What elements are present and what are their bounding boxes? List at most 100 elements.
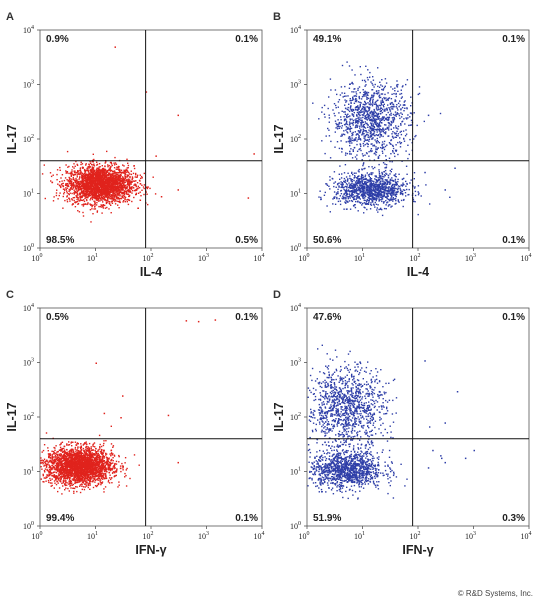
event-dot [382, 88, 385, 90]
event-dot [94, 185, 96, 187]
event-dot [356, 180, 358, 182]
event-dot [122, 177, 124, 179]
event-dot [370, 181, 372, 183]
event-dot [387, 111, 389, 114]
event-dot [112, 184, 114, 187]
event-dot [81, 184, 83, 186]
event-dot [330, 140, 332, 143]
event-dot [369, 112, 371, 115]
event-dot [402, 182, 404, 184]
event-dot [368, 188, 370, 191]
event-dot [119, 195, 121, 197]
event-dot [375, 134, 377, 136]
event-dot [381, 180, 383, 182]
event-dot [393, 118, 396, 120]
event-dot [348, 110, 351, 113]
event-dot [381, 122, 383, 124]
event-dot [372, 76, 374, 78]
event-dot [366, 189, 369, 192]
event-dot [339, 94, 342, 96]
event-dot [368, 191, 371, 193]
outlier-dot [160, 196, 163, 198]
event-dot [369, 197, 371, 200]
event-dot [361, 169, 363, 171]
event-dot [110, 204, 112, 206]
event-dot [405, 165, 408, 167]
event-dot [382, 180, 384, 182]
event-dot [372, 188, 375, 190]
event-dot [364, 167, 366, 170]
event-dot [65, 172, 67, 174]
event-dot [355, 106, 358, 109]
event-dot [376, 139, 378, 142]
event-dot [89, 191, 91, 193]
event-dot [123, 170, 126, 172]
event-dot [66, 195, 68, 197]
event-dot [391, 186, 393, 188]
event-dot [84, 195, 87, 197]
event-dot [103, 176, 106, 178]
event-dot [381, 99, 384, 102]
event-dot [135, 174, 137, 176]
x-tick-label: 104 [521, 253, 532, 263]
event-dot [378, 174, 381, 176]
event-dot [371, 129, 373, 132]
event-dot [128, 178, 130, 181]
event-dot [353, 177, 355, 179]
event-dot [363, 189, 365, 191]
event-dot [356, 158, 358, 160]
event-dot [379, 113, 382, 115]
event-dot [405, 195, 407, 197]
event-dot [116, 195, 118, 197]
event-dot [91, 180, 93, 182]
event-dot [74, 173, 77, 176]
event-dot [386, 116, 388, 119]
event-dot [353, 186, 355, 189]
event-dot [395, 173, 397, 175]
event-dot [95, 192, 98, 195]
event-dot [347, 95, 349, 97]
event-dot [399, 146, 402, 148]
event-dot [83, 168, 86, 171]
event-dot [349, 124, 351, 126]
event-dot [383, 143, 385, 145]
event-dot [338, 185, 340, 187]
event-dot [358, 135, 360, 137]
event-dot [114, 186, 117, 188]
event-dot [354, 190, 356, 192]
event-dot [375, 194, 377, 196]
event-dot [354, 189, 356, 191]
event-dot [126, 201, 128, 203]
event-dot [347, 172, 349, 174]
event-dot [414, 190, 417, 193]
event-dot [373, 182, 375, 185]
event-dot [338, 127, 340, 129]
event-dot [331, 177, 333, 180]
event-dot [124, 175, 126, 177]
event-dot [347, 106, 349, 109]
event-dot [328, 129, 330, 131]
event-dot [338, 198, 340, 200]
event-dot [350, 191, 353, 193]
event-dot [383, 86, 386, 89]
event-dot [364, 110, 367, 112]
event-dot [402, 192, 404, 195]
event-dot [349, 107, 352, 109]
event-dot [345, 152, 347, 154]
event-dot [364, 117, 366, 120]
event-dot [95, 175, 97, 177]
event-dot [377, 176, 379, 179]
event-dot [91, 179, 94, 181]
event-dot [91, 184, 93, 186]
event-dot [339, 195, 341, 197]
event-dot [382, 128, 384, 130]
event-dot [351, 185, 354, 187]
event-dot [126, 176, 128, 178]
event-dot [97, 198, 100, 201]
event-dot [361, 109, 363, 111]
event-dot [348, 195, 351, 198]
event-dot [400, 92, 403, 95]
event-dot [116, 166, 118, 168]
event-dot [355, 195, 358, 197]
event-dot [131, 200, 133, 203]
